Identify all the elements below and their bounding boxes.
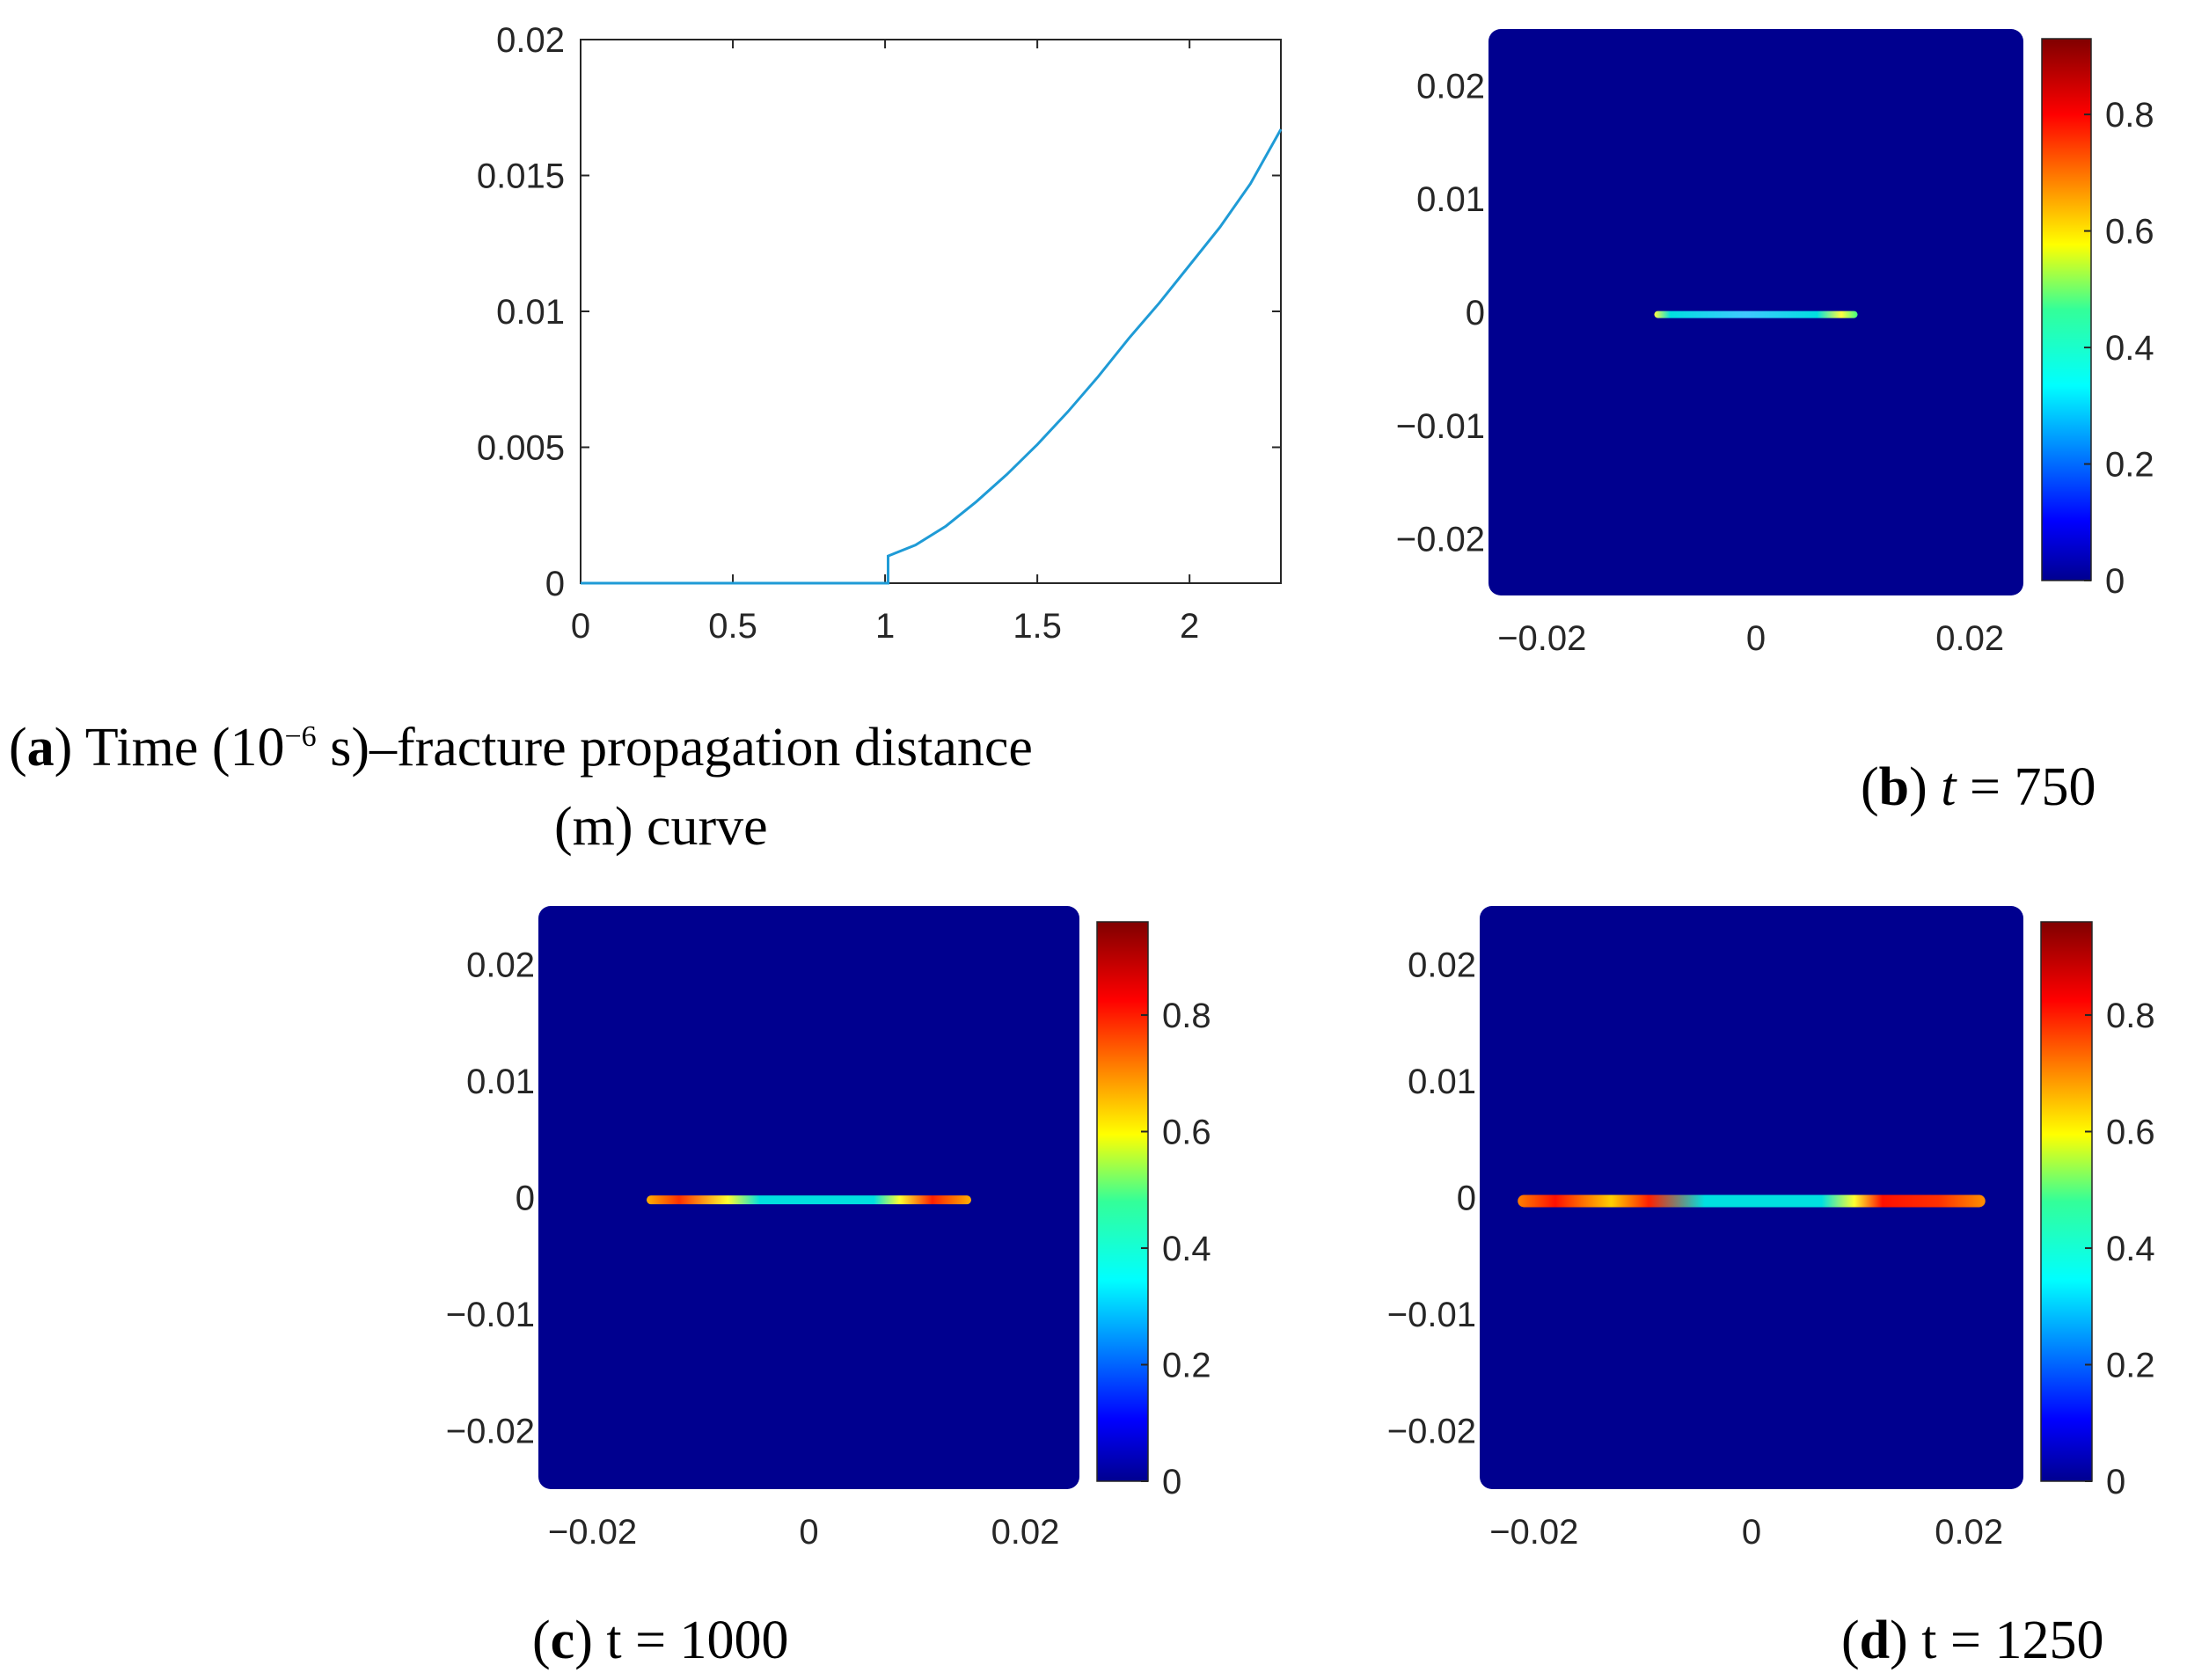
colorbar-tick-label: 0 (2105, 562, 2125, 601)
colorbar-tick-label: 0.2 (2105, 446, 2154, 485)
caption-d: (d) t = 1250 (1841, 1611, 2104, 1670)
colorbar (2040, 921, 2093, 1482)
y-tick-label: −0.02 (1387, 1413, 1476, 1451)
x-tick-label: 0.5 (708, 607, 757, 646)
colorbar-tick-label: 0.6 (2106, 1114, 2155, 1152)
y-tick-label: 0 (545, 565, 565, 603)
y-tick-label: −0.01 (1387, 1296, 1476, 1334)
y-tick-label: 0 (1457, 1180, 1476, 1218)
y-tick-label: 0.01 (1408, 1063, 1476, 1101)
panel-d-heatmap: −0.02 0 0.02 0.02 0.01 0 −0.01 −0.02 0 0.2 0.4 0.6… (1387, 906, 2155, 1670)
colorbar-tick-label: 0.4 (1162, 1230, 1211, 1268)
caption-a: (a) Time (10−6 s)–fracture propagation d… (9, 718, 1033, 778)
panel-c-heatmap: −0.02 0 0.02 0.02 0.01 0 −0.01 −0.02 0 0.2 0.4 0.6… (446, 906, 1211, 1670)
y-tick-label: −0.01 (446, 1296, 535, 1334)
colorbar-tick-label: 0 (2106, 1463, 2125, 1501)
y-tick-label: 0.02 (1408, 946, 1476, 984)
plot-frame (580, 39, 1282, 584)
colorbar-tick-label: 0.8 (1162, 997, 1211, 1035)
x-tick-label: 1 (875, 607, 895, 646)
y-tick-label: 0.01 (496, 293, 565, 332)
fracture-band (647, 1195, 971, 1205)
y-tick-label: 0 (516, 1180, 535, 1218)
x-tick-label: −0.02 (1489, 1513, 1578, 1552)
colorbar-tick-label: 0.6 (1162, 1114, 1211, 1152)
y-tick-label: 0.02 (466, 946, 535, 984)
x-tick-label: −0.02 (548, 1513, 637, 1552)
panel-a-line-chart: 0 0.5 1 1.5 2 0 0.005 0.01 0.015 0.02 (a) Time (1… (9, 21, 1283, 857)
caption-b: (b) t = 750 (1861, 757, 2096, 817)
x-tick-label: 0 (1746, 619, 1766, 658)
colorbar-tick-label: 0.8 (2106, 997, 2155, 1035)
y-tick-label: −0.01 (1396, 407, 1485, 446)
colorbar (1096, 921, 1149, 1482)
caption-a-line2: (m) curve (554, 797, 768, 857)
y-tick-label: 0.015 (477, 157, 565, 196)
x-tick-label: 2 (1180, 607, 1199, 646)
x-tick-label: 1.5 (1013, 607, 1062, 646)
colorbar-tick-label: 0.4 (2106, 1230, 2155, 1268)
y-tick-label: 0.01 (466, 1063, 535, 1101)
colorbar-tick-label: 0 (1162, 1463, 1181, 1501)
x-tick-label: 0.02 (1935, 1513, 2003, 1552)
y-tick-label: 0.02 (1416, 67, 1485, 106)
fracture-band (1654, 310, 1858, 318)
y-tick-label: −0.02 (446, 1413, 535, 1451)
colorbar-tick-label: 0.8 (2105, 96, 2154, 135)
caption-c: (c) t = 1000 (532, 1611, 789, 1670)
y-tick-label: 0 (1466, 294, 1485, 332)
colorbar-tick-label: 0.6 (2105, 213, 2154, 252)
colorbar-tick-label: 0.4 (2105, 329, 2154, 368)
x-tick-label: 0 (571, 607, 590, 646)
x-tick-label: 0 (799, 1513, 818, 1552)
distance-curve (581, 128, 1283, 585)
fracture-band (1518, 1194, 1986, 1208)
x-tick-label: 0.02 (991, 1513, 1060, 1552)
y-tick-label: 0.01 (1416, 180, 1485, 219)
y-tick-label: 0.02 (496, 21, 565, 60)
x-tick-label: 0 (1742, 1513, 1761, 1552)
x-tick-label: 0.02 (1935, 619, 2004, 658)
y-tick-label: −0.02 (1396, 521, 1485, 559)
panel-b-heatmap: −0.02 0 0.02 0.02 0.01 0 −0.01 −0.02 0 0.2 0.4 0.6… (1396, 29, 2154, 817)
colorbar (2041, 38, 2092, 581)
x-tick-label: −0.02 (1497, 619, 1586, 658)
colorbar-tick-label: 0.2 (1162, 1347, 1211, 1385)
colorbar-tick-label: 0.2 (2106, 1347, 2155, 1385)
y-tick-label: 0.005 (477, 429, 565, 468)
